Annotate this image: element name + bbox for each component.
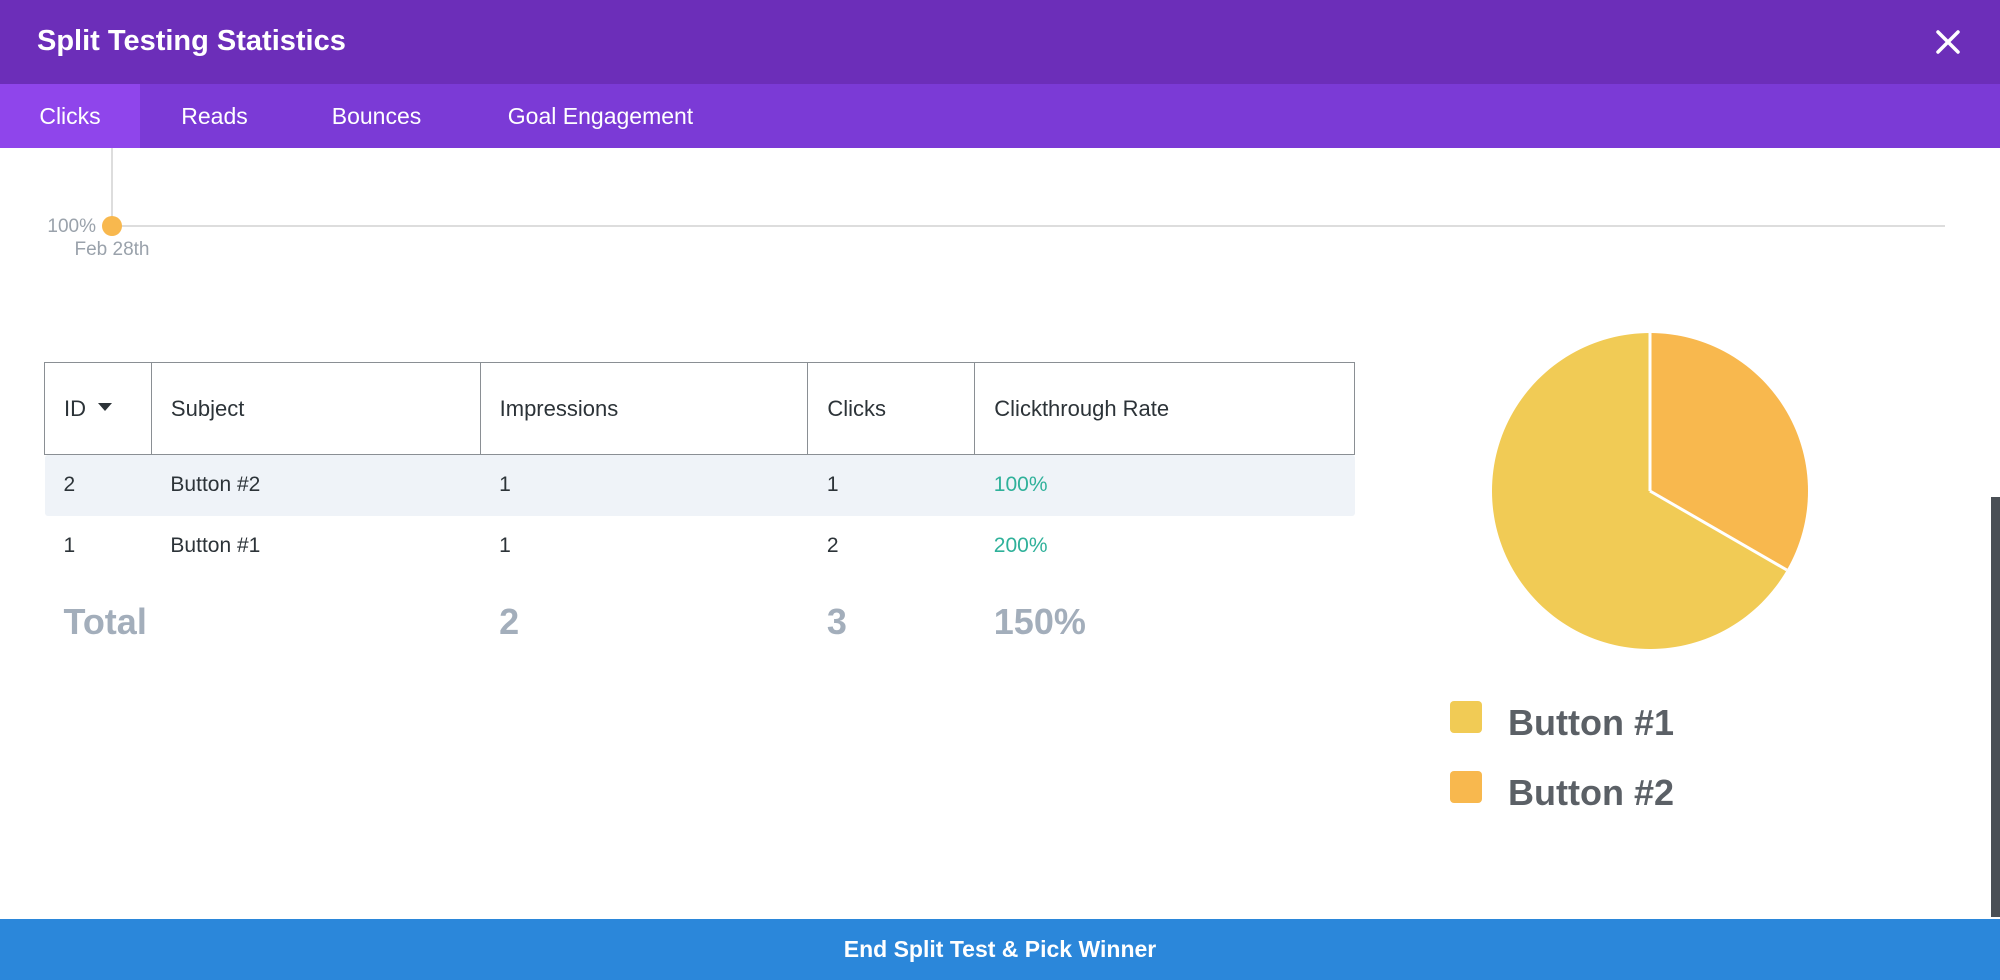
cell-rate: 200% xyxy=(993,534,1048,557)
modal-content: 100% Feb 28th ID Subject Impressions Cli… xyxy=(0,148,2000,919)
total-rate: 150% xyxy=(993,600,1086,642)
stats-table: ID Subject Impressions Clicks Clickthrou… xyxy=(44,362,1355,667)
table-header-row: ID Subject Impressions Clicks Clickthrou… xyxy=(44,362,1355,455)
column-header-clickthrough-rate[interactable]: Clickthrough Rate xyxy=(974,362,1355,455)
cell-impressions: 1 xyxy=(480,454,808,516)
total-impressions: 2 xyxy=(499,600,520,642)
legend-item: Button #2 xyxy=(1450,758,1674,828)
chart-x-label: Feb 28th xyxy=(75,239,150,260)
tab-goal-engagement[interactable]: Goal Engagement xyxy=(507,103,694,129)
cell-impressions: 1 xyxy=(499,534,511,557)
tab-reads[interactable]: Reads xyxy=(181,103,248,129)
modal-header: Split Testing Statistics xyxy=(0,0,2000,84)
end-split-test-button[interactable]: End Split Test & Pick Winner xyxy=(0,919,2000,980)
legend-label: Button #1 xyxy=(1508,702,1674,743)
column-header-subject[interactable]: Subject xyxy=(150,362,481,455)
legend-label: Button #2 xyxy=(1508,772,1674,813)
table-row: 2 Button #2 1 1 100% xyxy=(44,454,1355,516)
cell-id: 1 xyxy=(63,534,76,557)
legend-swatch xyxy=(1450,701,1482,733)
tab-bar: Clicks Reads Bounces Goal Engagement xyxy=(0,84,2000,148)
chart-y-label: 100% xyxy=(47,216,96,237)
cell-clicks: 2 xyxy=(826,534,839,557)
legend-item: Button #1 xyxy=(1450,688,1674,758)
pie-slice-button-1 xyxy=(1492,333,1787,649)
pie-legend: Button #1 Button #2 xyxy=(1450,688,1674,828)
table-row: 1 Button #1 1 2 200% xyxy=(45,516,1355,577)
chart-data-point xyxy=(102,216,122,236)
tab-bounces[interactable]: Bounces xyxy=(331,103,422,129)
column-header-id[interactable]: ID xyxy=(44,362,152,455)
line-chart: 100% Feb 28th xyxy=(47,148,1945,260)
cell-id: 2 xyxy=(44,454,152,516)
total-label: Total xyxy=(63,600,147,642)
pie-slice-button-2 xyxy=(1650,333,1808,570)
scrollbar-thumb[interactable] xyxy=(1991,497,2000,917)
modal-title: Split Testing Statistics xyxy=(37,25,346,57)
tab-clicks[interactable]: Clicks xyxy=(0,84,140,148)
sort-desc-icon xyxy=(98,402,112,411)
cell-subject: Button #2 xyxy=(151,454,481,516)
cell-subject: Button #1 xyxy=(170,534,261,557)
column-header-label: ID xyxy=(64,395,86,421)
column-header-impressions[interactable]: Impressions xyxy=(479,362,809,455)
column-header-clicks[interactable]: Clicks xyxy=(807,362,976,455)
cell-rate: 100% xyxy=(974,454,1355,516)
legend-swatch xyxy=(1450,771,1482,803)
pie-separator xyxy=(1649,489,1788,572)
pie-chart xyxy=(1492,333,1808,649)
cell-clicks: 1 xyxy=(807,454,975,516)
close-icon[interactable] xyxy=(1930,24,1966,60)
total-row: Total 2 3 150% xyxy=(45,577,1355,667)
total-clicks: 3 xyxy=(826,600,847,642)
